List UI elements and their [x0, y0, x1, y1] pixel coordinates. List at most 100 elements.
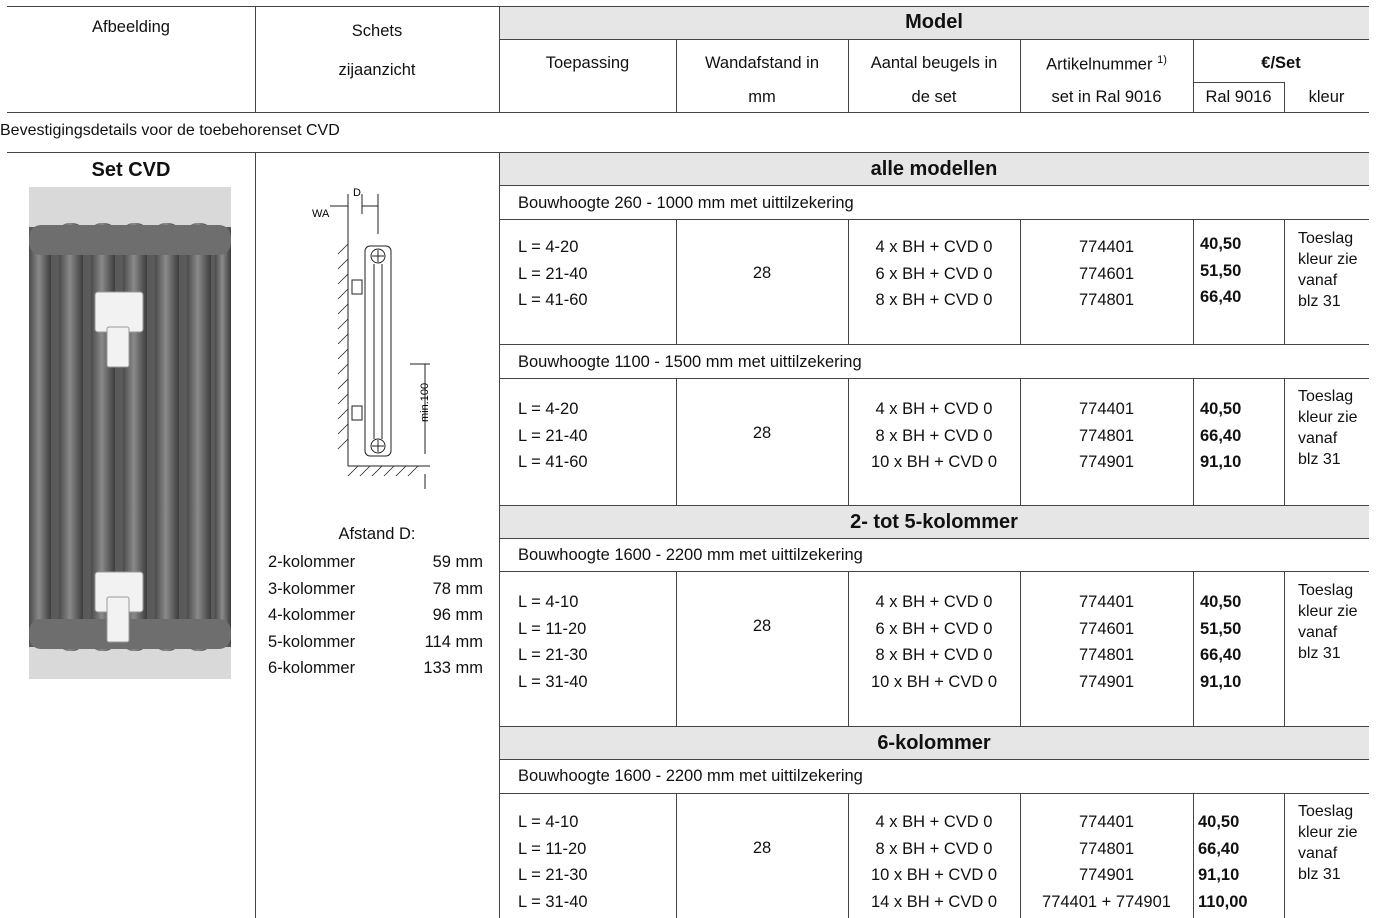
beugels: 10 x BH + CVD 0: [870, 453, 998, 471]
beugels: 8 x BH + CVD 0: [875, 426, 993, 445]
toeslag-note: Toeslag kleur zie vanaf blz 31: [1298, 580, 1358, 664]
note-line: vanaf: [1298, 624, 1338, 641]
note-line: Toeslag: [1298, 803, 1354, 820]
artikelnummer: 774401: [1078, 238, 1135, 256]
artikelnummer: 774901: [1078, 453, 1135, 471]
note-line: blz 31: [1298, 866, 1341, 883]
header-prijs: €/Set: [1261, 54, 1301, 72]
prijs: 40,50: [1198, 813, 1240, 831]
length: L = 4-20: [518, 238, 579, 256]
divider: [499, 759, 1369, 760]
divider: [676, 378, 677, 505]
afstand-name: 6-kolommer: [268, 659, 356, 677]
divider: [848, 571, 849, 726]
radiator-photo: [29, 187, 231, 679]
prijs-list: 40,50 66,40 91,10 110,00: [1198, 809, 1248, 915]
artikelnummer: 774901: [1078, 866, 1135, 884]
artikelnummer: 774801: [1078, 646, 1135, 664]
divider: [1284, 82, 1285, 112]
artikelnummer: 774401: [1078, 400, 1135, 418]
length: L = 31-40: [518, 672, 588, 691]
group-subtitle: Bouwhoogte 1600 - 2200 mm met uittilzeke…: [518, 546, 863, 564]
divider: [848, 378, 849, 505]
caption: Bevestigingsdetails voor de toebehorense…: [0, 122, 340, 139]
prijs-list: 40,50 66,40 91,10: [1200, 396, 1241, 476]
note-line: vanaf: [1298, 845, 1338, 862]
divider: [1193, 219, 1194, 344]
afstand-value: 59 mm: [432, 553, 483, 571]
lengths-list: L = 4-20 L = 21-40 L = 41-60: [518, 234, 588, 314]
lengths-list: L = 4-20 L = 21-40 L = 41-60: [518, 396, 588, 476]
toeslag-note: Toeslag kleur zie vanaf blz 31: [1298, 801, 1358, 885]
prijs: 91,10: [1200, 453, 1242, 471]
divider: [499, 39, 1369, 40]
lengths-list: L = 4-10 L = 11-20 L = 21-30 L = 31-40: [518, 589, 588, 695]
afstand-value: 96 mm: [432, 606, 483, 624]
artikelnummer: 774401: [1078, 813, 1135, 831]
prijs: 40,50: [1200, 235, 1242, 253]
artikelnummer: 774601: [1078, 619, 1135, 638]
section-title: alle modellen: [870, 158, 998, 180]
divider: [848, 219, 849, 344]
artikel-list: 774401 774601 774801 774901: [1020, 589, 1193, 695]
length: L = 11-20: [518, 619, 587, 638]
divider: [499, 152, 500, 918]
wandafstand-value: 28: [752, 424, 772, 442]
prijs-list: 40,50 51,50 66,40: [1200, 231, 1241, 311]
divider: [499, 185, 1369, 186]
beugels: 8 x BH + CVD 0: [875, 291, 993, 309]
divider: [499, 219, 1369, 220]
set-title: Set CVD: [91, 159, 171, 181]
beugels-list: 4 x BH + CVD 0 8 x BH + CVD 0 10 x BH + …: [848, 809, 1020, 915]
header-wandafstand: Wandafstand in: [704, 54, 820, 72]
afstand-title: Afstand D:: [338, 525, 416, 543]
beugels-list: 4 x BH + CVD 0 6 x BH + CVD 0 8 x BH + C…: [848, 589, 1020, 695]
artikel-list: 774401 774801 774901 774401 + 774901: [1020, 809, 1193, 915]
prijs: 51,50: [1200, 619, 1242, 638]
divider: [255, 6, 256, 112]
side-view-diagram: D WA min.100: [312, 187, 431, 489]
divider: [1284, 219, 1285, 344]
divider: [499, 6, 500, 112]
afstand-name: 3-kolommer: [268, 579, 356, 598]
note-line: vanaf: [1298, 272, 1338, 289]
divider: [1020, 219, 1021, 344]
divider: [499, 538, 1369, 539]
beugels: 8 x BH + CVD 0: [875, 839, 993, 858]
divider: [1020, 793, 1021, 918]
divider: [499, 793, 1369, 794]
section-bar: [500, 727, 1369, 759]
afstand-name: 5-kolommer: [268, 632, 356, 651]
section-title: 2- tot 5-kolommer: [850, 511, 1018, 533]
divider: [1193, 39, 1194, 112]
toeslag-note: Toeslag kleur zie vanaf blz 31: [1298, 386, 1358, 470]
divider: [676, 793, 677, 918]
beugels-list: 4 x BH + CVD 0 6 x BH + CVD 0 8 x BH + C…: [848, 234, 1020, 314]
divider: [7, 152, 1369, 153]
beugels: 4 x BH + CVD 0: [875, 238, 993, 256]
divider: [1284, 571, 1285, 726]
beugels: 6 x BH + CVD 0: [875, 619, 993, 638]
divider: [499, 571, 1369, 572]
header-wandafstand-unit: mm: [748, 88, 776, 106]
section-title: 6-kolommer: [877, 732, 991, 754]
divider: [499, 344, 1369, 345]
header-zijaanzicht: zijaanzicht: [338, 61, 416, 79]
afstand-values: 59 mm 78 mm 96 mm 114 mm 133 mm: [395, 549, 483, 682]
note-line: Toeslag: [1298, 388, 1354, 405]
section-bar: [500, 506, 1369, 538]
artikelnummer: 774601: [1078, 264, 1135, 283]
note-line: blz 31: [1298, 645, 1341, 662]
artikelnummer: 774801: [1078, 426, 1135, 445]
divider: [1284, 793, 1285, 918]
header-ral9016: Ral 9016: [1205, 88, 1272, 106]
divider: [499, 726, 1369, 727]
header-artikel-ral: set in Ral 9016: [1051, 88, 1162, 106]
header-beugels: Aantal beugels in: [870, 54, 998, 72]
afstand-names: 2-kolommer 3-kolommer 4-kolommer 5-kolom…: [268, 549, 355, 682]
artikelnummer: 774801: [1078, 291, 1135, 309]
prijs-list: 40,50 51,50 66,40 91,10: [1200, 589, 1241, 695]
prijs: 91,10: [1200, 672, 1242, 691]
divider: [676, 219, 677, 344]
prijs: 66,40: [1198, 839, 1240, 858]
